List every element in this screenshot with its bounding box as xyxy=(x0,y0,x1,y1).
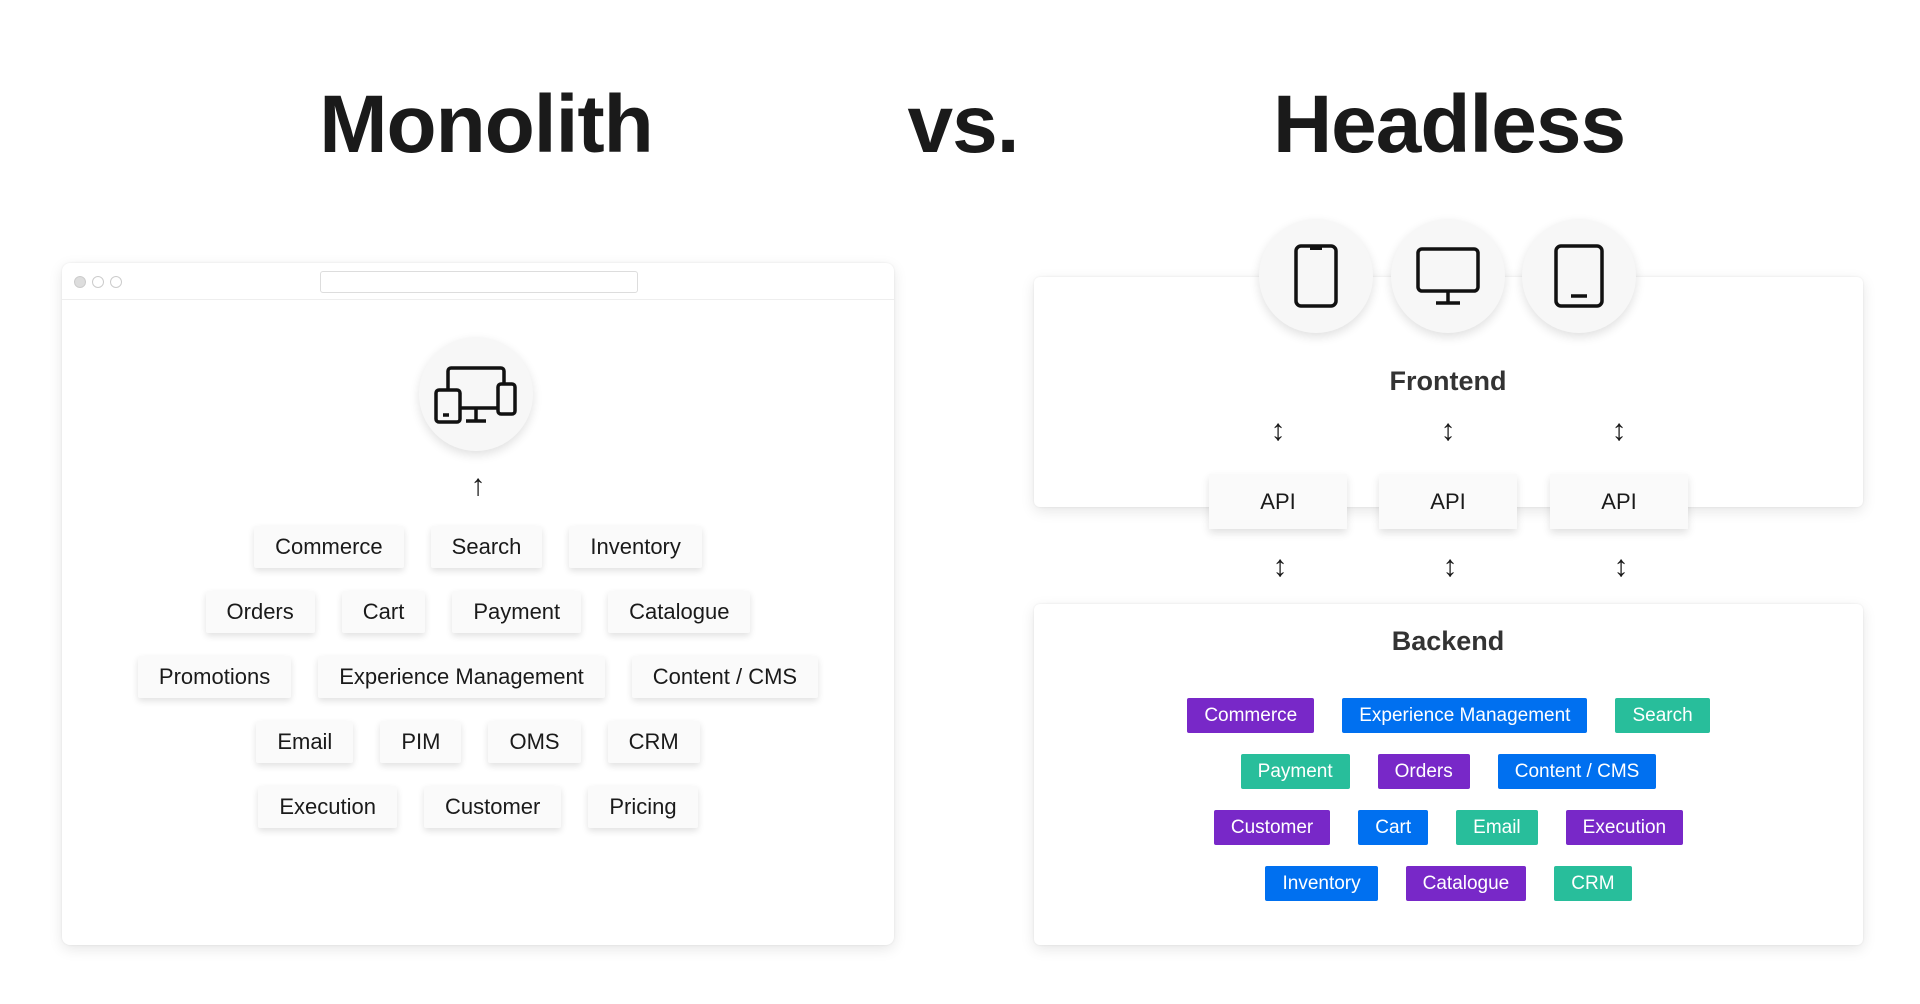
bidirectional-arrow-icon: ↕ xyxy=(1440,414,1456,447)
backend-row: Commerce Experience Management Search xyxy=(1173,698,1723,733)
tablet-icon xyxy=(1522,219,1636,333)
capability-chip: Orders xyxy=(205,591,315,633)
capability-chip: Content / CMS xyxy=(631,656,819,698)
monolith-row: Email PIM OMS CRM xyxy=(243,721,713,763)
capability-chip: Search xyxy=(430,526,543,568)
api-box: API xyxy=(1550,474,1688,529)
window-dot-icon xyxy=(110,276,122,288)
backend-label: Backend xyxy=(1391,626,1505,656)
monolith-row: Orders Cart Payment Catalogue xyxy=(192,591,764,633)
bidirectional-arrow-icon: ↕ xyxy=(1270,414,1286,447)
service-tag: Content / CMS xyxy=(1497,754,1657,789)
bidirectional-arrow-icon: ↕ xyxy=(1442,550,1458,583)
capability-chip: Pricing xyxy=(588,786,698,828)
monolith-row: Promotions Experience Management Content /… xyxy=(124,656,831,698)
api-box: API xyxy=(1209,474,1347,529)
capability-chip: OMS xyxy=(488,721,581,763)
monolith-browser-window: ↑ Commerce Search Inventory Orders Cart Payme… xyxy=(62,263,894,945)
service-tag: Commerce xyxy=(1187,698,1315,733)
capability-chip: Email xyxy=(256,721,354,763)
backend-row: Inventory Catalogue CRM xyxy=(1251,866,1645,901)
service-tag: Execution xyxy=(1565,810,1684,845)
service-tag: Experience Management xyxy=(1342,698,1588,733)
title-headless: Headless xyxy=(1272,79,1626,170)
bidirectional-arrow-icon: ↕ xyxy=(1611,414,1627,447)
service-tag: Customer xyxy=(1213,810,1331,845)
capability-chip: Cart xyxy=(341,591,426,633)
backend-services: Commerce Experience Management Search Payme… xyxy=(1034,698,1863,922)
bidirectional-arrow-icon: ↕ xyxy=(1272,550,1288,583)
capability-chip: Commerce xyxy=(254,526,404,568)
capability-chip: Customer xyxy=(424,786,562,828)
frontend-label: Frontend xyxy=(1389,366,1507,396)
service-tag: Search xyxy=(1615,698,1710,733)
capability-chip: Promotions xyxy=(137,656,292,698)
bidirectional-arrow-icon: ↕ xyxy=(1613,550,1629,583)
address-bar xyxy=(320,271,638,293)
service-tag: Cart xyxy=(1358,810,1429,845)
desktop-monitor-icon xyxy=(1391,219,1505,333)
capability-chip: Payment xyxy=(452,591,582,633)
backend-row: Payment Orders Content / CMS xyxy=(1227,754,1671,789)
browser-title-bar xyxy=(62,263,894,300)
title-monolith: Monolith xyxy=(319,79,654,170)
service-tag: CRM xyxy=(1554,866,1632,901)
service-tag: Email xyxy=(1456,810,1538,845)
backend-row: Customer Cart Email Execution xyxy=(1200,810,1697,845)
window-dot-icon xyxy=(74,276,86,288)
capability-chip: Catalogue xyxy=(608,591,751,633)
capability-chip: CRM xyxy=(607,721,700,763)
service-tag: Catalogue xyxy=(1405,866,1527,901)
arrow-up-icon: ↑ xyxy=(470,469,486,502)
window-dot-icon xyxy=(92,276,104,288)
monolith-capabilities: Commerce Search Inventory Orders Cart Payment… xyxy=(62,526,894,851)
service-tag: Payment xyxy=(1240,754,1350,789)
title-vs: vs. xyxy=(907,79,1020,170)
smartphone-icon xyxy=(1259,219,1373,333)
service-tag: Inventory xyxy=(1265,866,1378,901)
service-tag: Orders xyxy=(1377,754,1470,789)
capability-chip: Inventory xyxy=(569,526,702,568)
capability-chip: Execution xyxy=(258,786,397,828)
multi-device-icon xyxy=(419,337,533,451)
monolith-row: Commerce Search Inventory xyxy=(241,526,716,568)
monolith-row: Execution Customer Pricing xyxy=(245,786,711,828)
backend-panel: Backend Commerce Experience Management Sea… xyxy=(1034,604,1863,945)
api-box: API xyxy=(1379,474,1517,529)
capability-chip: PIM xyxy=(380,721,462,763)
capability-chip: Experience Management xyxy=(318,656,605,698)
